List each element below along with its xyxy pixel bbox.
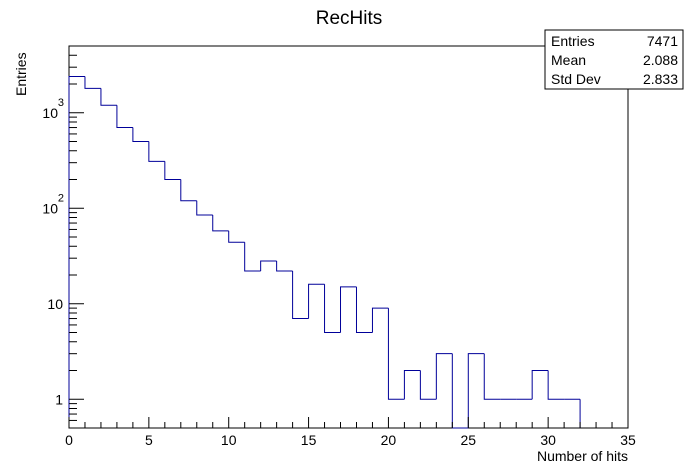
x-axis-label: Number of hits [537, 448, 628, 464]
histogram-bin [100, 88, 117, 106]
y-tick-label-exponent: 2 [58, 192, 64, 204]
histogram-bin [244, 242, 261, 272]
stat-value: 7471 [647, 33, 678, 49]
histogram-bin [68, 75, 85, 428]
y-tick-label: 10 [42, 200, 58, 216]
stat-name: Entries [551, 33, 595, 49]
histogram-bin [371, 307, 389, 333]
histogram-bin [419, 370, 437, 400]
histogram-bin [324, 284, 341, 333]
chart-title: RecHits [316, 8, 383, 29]
histogram-bin [116, 105, 133, 129]
histogram-bin [212, 214, 229, 232]
stats-box-frame [544, 29, 684, 90]
histogram-bin [132, 127, 149, 142]
y-tick-label: 10 [42, 105, 58, 121]
histogram-bin [467, 353, 485, 428]
histogram-bin [164, 161, 181, 181]
histogram-bin [340, 286, 357, 333]
histogram-bin [403, 370, 421, 400]
y-tick-label-exponent: 3 [58, 97, 64, 109]
x-tick-label: 5 [145, 432, 153, 448]
histogram-bin [355, 286, 373, 333]
histogram-bin [435, 353, 453, 400]
y-axis-label: Entries [13, 52, 29, 96]
histogram-bin [292, 271, 309, 320]
histogram-bin [228, 230, 245, 243]
x-tick-label: 0 [65, 432, 73, 448]
x-tick-label: 15 [301, 432, 317, 448]
histogram-bin [260, 260, 277, 272]
x-tick-label: 30 [540, 432, 556, 448]
histogram-bin [276, 261, 293, 272]
y-tick-label: 10 [47, 296, 63, 312]
histogram-bin [531, 370, 549, 400]
stat-value: 2.833 [643, 71, 678, 87]
histogram-bin [180, 179, 197, 202]
histogram-bin [196, 200, 213, 216]
y-tick-label: 1 [55, 391, 63, 407]
stats-box: Entries 7471 Mean 2.088 Std Dev 2.833 [544, 29, 684, 90]
x-tick-label: 25 [460, 432, 476, 448]
stat-value: 2.088 [643, 52, 678, 68]
histogram-bin [84, 76, 101, 89]
stat-name: Std Dev [551, 71, 601, 87]
histogram-bin [547, 370, 565, 400]
histogram-bin [308, 283, 325, 319]
histogram-bin [483, 353, 501, 400]
histogram-bin [451, 353, 469, 429]
x-tick-label: 20 [381, 432, 397, 448]
stat-name: Mean [551, 52, 586, 68]
x-tick-label: 35 [620, 432, 636, 448]
x-tick-label: 10 [221, 432, 237, 448]
histogram-bin [148, 141, 165, 162]
histogram-bin [387, 308, 405, 400]
